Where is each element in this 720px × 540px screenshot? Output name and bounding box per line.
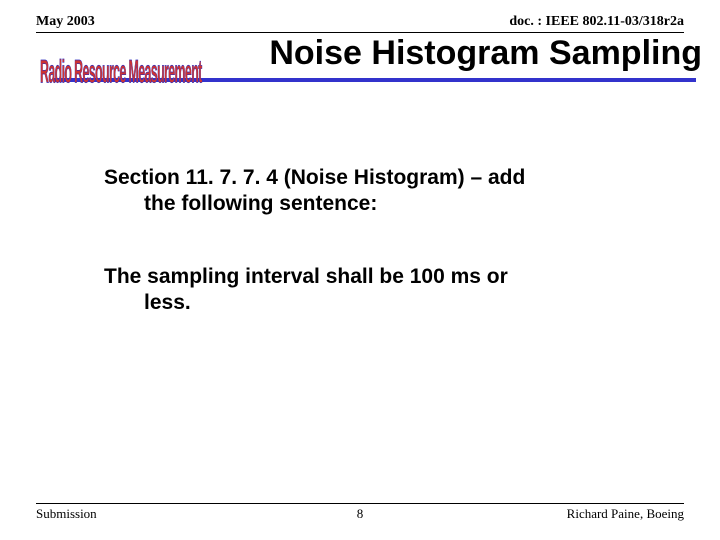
footer-page-number: 8	[36, 506, 684, 522]
paragraph-2: The sampling interval shall be 100 ms or…	[104, 264, 640, 317]
header-bar: May 2003 doc. : IEEE 802.11-03/318r2a	[36, 14, 684, 33]
footer-bar: Submission 8 Richard Paine, Boeing	[36, 503, 684, 522]
wordart-banner: Radio Resource Measurement	[40, 55, 202, 92]
header-date: May 2003	[36, 14, 95, 30]
para2-line1: The sampling interval shall be 100 ms or	[104, 265, 508, 288]
body-content: Section 11. 7. 7. 4 (Noise Histogram) – …	[104, 165, 640, 362]
para1-line2: the following sentence:	[104, 191, 640, 217]
para1-line1: Section 11. 7. 7. 4 (Noise Histogram) – …	[104, 166, 525, 189]
page-title: Noise Histogram Sampling	[269, 34, 702, 73]
paragraph-1: Section 11. 7. 7. 4 (Noise Histogram) – …	[104, 165, 640, 218]
para2-line2: less.	[104, 290, 640, 316]
slide-page: May 2003 doc. : IEEE 802.11-03/318r2a No…	[0, 0, 720, 540]
header-doc-ref: doc. : IEEE 802.11-03/318r2a	[509, 14, 684, 30]
